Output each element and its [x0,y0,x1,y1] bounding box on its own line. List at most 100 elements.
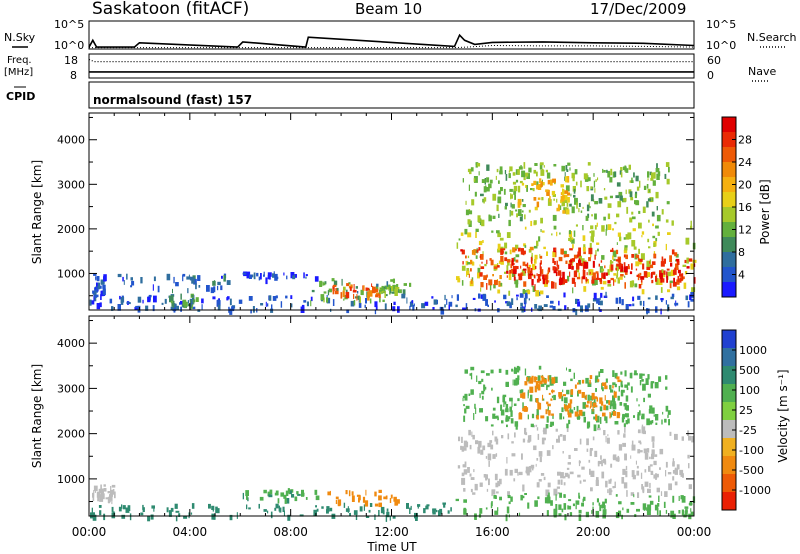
echo-cell [579,480,582,484]
echo-cell [605,480,608,488]
echo-cell [121,299,124,305]
echo-cell [607,434,609,437]
echo-cell [147,296,151,303]
echo-cell [617,232,621,237]
power-ylabel: Slant Range [km] [30,160,44,264]
echo-cell [624,282,626,289]
echo-cell [550,398,553,401]
echo-cell [443,504,446,508]
colorbar-swatch [722,330,736,349]
echo-cell [504,242,508,249]
echo-cell [589,231,592,234]
echo-cell [609,403,612,409]
echo-cell [323,291,327,294]
echo-cell [578,208,580,213]
echo-cell [490,444,494,450]
colorbar-tick-label: 20 [738,179,752,192]
colorbar-swatch [722,348,736,367]
echo-cell [310,296,313,302]
echo-cell [617,277,620,284]
echo-cell [382,510,385,515]
echo-cell [605,382,607,387]
echo-cell [604,498,607,504]
echo-cell [594,213,597,220]
echo-cell [567,505,572,510]
echo-cell [94,296,97,302]
echo-cell [562,277,565,285]
echo-cell [618,262,622,270]
echo-cell [315,495,320,501]
echo-cell [376,292,380,296]
echo-cell [610,249,614,252]
echo-cell [546,401,549,405]
echo-cell [602,412,606,417]
echo-cell [589,375,593,380]
echo-cell [130,277,133,281]
echo-cell [604,395,606,401]
echo-cell [547,199,552,206]
echo-cell [275,295,278,299]
echo-cell [586,261,589,269]
echo-cell [530,188,533,191]
echo-cell [661,256,664,262]
time-tick-label: 08:00 [273,525,308,539]
echo-cell [580,180,582,188]
echo-cell [468,184,470,191]
echo-cell [674,481,678,486]
echo-cell [605,436,607,443]
echo-cell [211,513,215,520]
echo-cell [313,509,317,516]
echo-cell [672,281,677,287]
echo-cell [512,172,516,176]
echo-cell [411,300,414,304]
echo-cell [272,273,275,278]
echo-cell [100,484,102,491]
echo-cell [682,273,684,280]
echo-cell [646,260,650,268]
echo-cell [511,204,515,209]
echo-cell [646,201,649,208]
echo-cell [639,180,641,188]
echo-cell [206,285,210,292]
echo-cell [103,488,107,492]
echo-cell [270,511,273,519]
echo-cell [500,255,504,262]
echo-cell [327,491,331,496]
echo-cell [567,197,570,203]
echo-cell [606,400,610,404]
echo-cell [687,454,690,459]
echo-cell [652,180,656,186]
echo-cell [99,510,102,516]
echo-cell [89,299,92,306]
echo-cell [561,407,564,413]
echo-cell [456,294,459,301]
echo-cell [494,510,499,515]
echo-cell [184,301,188,307]
colorbar-swatch [722,117,736,133]
echo-cell [587,213,590,218]
echo-cell [553,164,557,167]
echo-cell [522,204,526,208]
echo-cell [394,290,398,296]
echo-cell [512,247,516,253]
echo-cell [619,297,621,304]
echo-cell [345,490,348,495]
echo-cell [467,255,470,259]
echo-cell [610,389,614,393]
echo-cell [342,290,345,298]
echo-cell [469,373,472,376]
echo-cell [651,211,655,217]
echo-cell [126,273,128,280]
echo-cell [518,471,523,476]
echo-cell [586,438,589,446]
echo-cell [385,515,388,522]
echo-cell [431,296,434,299]
echo-cell [651,272,653,278]
echo-cell [336,287,339,292]
echo-cell [638,404,640,407]
echo-cell [501,435,504,439]
echo-cell [537,384,541,391]
echo-cell [524,427,527,435]
echo-cell [517,398,520,402]
echo-cell [483,197,487,202]
